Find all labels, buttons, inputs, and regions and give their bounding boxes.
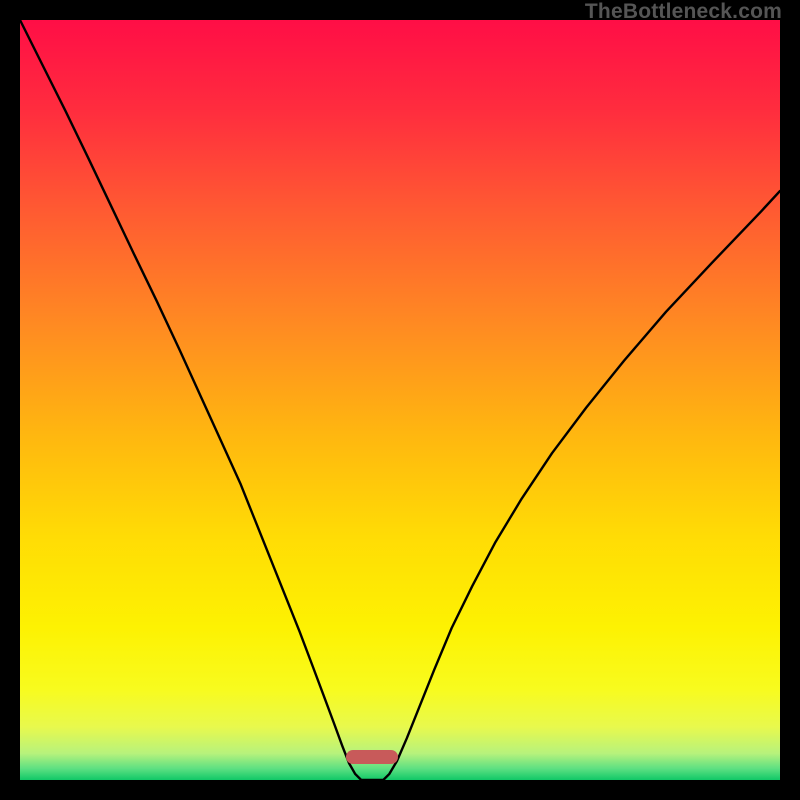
plot-svg — [20, 20, 780, 780]
watermark-text: TheBottleneck.com — [585, 0, 782, 24]
chart-frame: TheBottleneck.com — [0, 0, 800, 800]
bottleneck-curve — [20, 20, 780, 780]
plot-area — [20, 20, 780, 780]
bottleneck-marker — [346, 750, 398, 764]
